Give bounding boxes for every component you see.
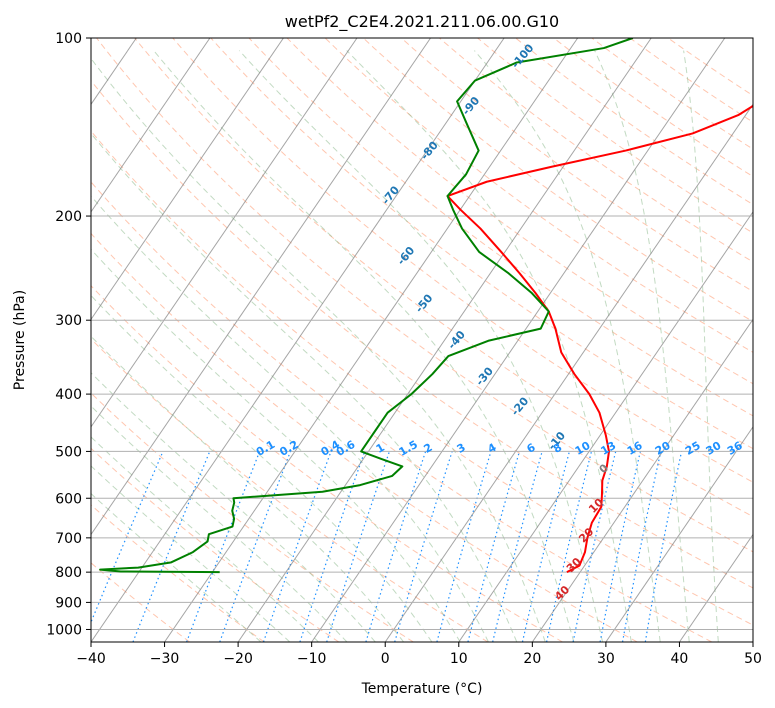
x-tick-label: −30: [150, 651, 180, 667]
dry-adiabat-line: [91, 504, 265, 642]
isotherm-line: [91, 38, 505, 642]
y-tick-label: 600: [55, 491, 82, 507]
mixing-ratio-line: [621, 451, 662, 642]
isotherm-line: [91, 38, 211, 213]
moist-adiabat-line: [91, 492, 262, 642]
mixing-ratio-line: [365, 451, 427, 642]
y-axis-label: Pressure (hPa): [12, 290, 28, 390]
x-axis-label: Temperature (°C): [361, 681, 483, 697]
x-tick-label: 20: [523, 651, 541, 667]
moist-adiabat-line: [91, 57, 546, 642]
x-tick-label: 30: [597, 651, 615, 667]
dry-adiabat-line: [401, 38, 753, 293]
moist-adiabat-line: [594, 50, 690, 642]
dry-adiabat-line: [91, 79, 753, 589]
x-tick-label: 40: [671, 651, 689, 667]
moist-adiabat-line: [153, 50, 575, 642]
y-tick-label: 100: [55, 31, 82, 47]
isotherm-line: [91, 38, 284, 321]
dry-adiabat-line: [96, 38, 753, 553]
x-tick-label: 0: [381, 651, 390, 667]
y-tick-label: 700: [55, 531, 82, 547]
isotherm-line: [237, 38, 652, 642]
isotherm-line: [605, 426, 753, 642]
profile-lines: [99, 38, 753, 574]
isotherm-line: [91, 38, 358, 428]
moist-adiabat-line: [238, 50, 604, 642]
isotherm-line: [458, 210, 753, 642]
isotherm-line: [679, 533, 753, 642]
moist-adiabat-line: [91, 372, 376, 642]
dry-adiabat-line: [91, 130, 753, 626]
dry-adiabat-line: [91, 338, 489, 642]
isotherm-line: [531, 318, 753, 642]
moist-adiabat-line: [91, 195, 489, 642]
moist-adiabat-line: [91, 465, 291, 642]
y-tick-label: 1000: [46, 622, 82, 638]
mixing-ratio-line: [394, 451, 453, 642]
x-tick-label: −20: [223, 651, 253, 667]
dry-adiabat-line: [91, 285, 563, 642]
mixing-ratio-line: [326, 451, 391, 642]
dry-adiabat-line: [91, 232, 638, 642]
y-tick-label: 800: [55, 565, 82, 581]
y-tick-label: 900: [55, 595, 82, 611]
y-tick-label: 500: [55, 444, 82, 460]
chart-title: wetPf2_C2E4.2021.211.06.00.G10: [285, 12, 559, 32]
isotherm-line: [311, 38, 726, 642]
dry-adiabat-line: [439, 38, 753, 263]
moist-adiabat-line: [346, 50, 632, 642]
mixing-ratio-line: [436, 451, 492, 642]
dry-adiabat-line: [210, 38, 753, 450]
dry-adiabat-line: [324, 38, 753, 353]
mixing-ratio-line: [186, 451, 261, 642]
mixing-ratio-line: [299, 451, 366, 642]
isotherm-line: [164, 38, 579, 642]
isotherm-line: [384, 103, 753, 642]
y-tick-label: 300: [55, 313, 82, 329]
dry-adiabat-line: [91, 447, 340, 642]
moist-adiabat-line: [474, 50, 661, 642]
moist-adiabat-line: [683, 50, 719, 642]
y-tick-label: 200: [55, 209, 82, 225]
dry-adiabat-line: [362, 38, 753, 323]
x-tick-label: 10: [450, 651, 468, 667]
x-tick-label: 50: [744, 651, 762, 667]
mixing-ratio-line: [572, 451, 617, 642]
plot-frame: [90, 37, 754, 643]
dry-adiabat-line: [134, 38, 753, 518]
moist-adiabat-line: [91, 294, 433, 642]
dry-adiabat-line: [91, 181, 713, 642]
dewpoint-profile-line: [99, 38, 634, 574]
x-tick-label: −10: [297, 651, 327, 667]
x-tick-label: −40: [76, 651, 106, 667]
mixing-ratio-line: [644, 451, 683, 642]
mixing-ratio-line: [599, 451, 641, 642]
isotherm-line: [91, 38, 431, 536]
moist-adiabat-line: [91, 132, 518, 642]
dry-adiabat-line: [248, 38, 753, 417]
moist-adiabat-line: [91, 335, 405, 642]
y-tick-label: 400: [55, 387, 82, 403]
axes: −40 −30 −20 −10 0 10 20 30 40 50 100 200 300 400 500 60…: [46, 31, 762, 667]
